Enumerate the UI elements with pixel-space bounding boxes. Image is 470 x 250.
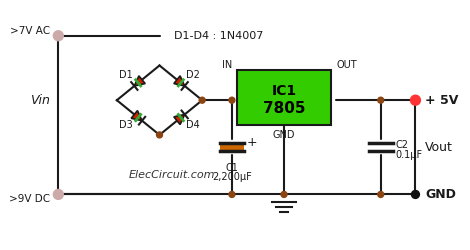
Polygon shape — [134, 76, 145, 86]
Text: Vin: Vin — [31, 94, 50, 107]
Polygon shape — [174, 114, 185, 124]
Text: >9V DC: >9V DC — [9, 194, 50, 204]
Text: IN: IN — [222, 60, 232, 70]
Circle shape — [229, 192, 235, 198]
Circle shape — [199, 97, 205, 103]
Text: 2,200μF: 2,200μF — [212, 172, 252, 182]
Text: ElecCircuit.com: ElecCircuit.com — [129, 170, 216, 179]
Text: + 5V: + 5V — [425, 94, 459, 107]
Circle shape — [54, 190, 63, 200]
Text: OUT: OUT — [336, 60, 357, 70]
Circle shape — [281, 192, 287, 198]
Text: IC1: IC1 — [272, 84, 297, 98]
Text: >7V AC: >7V AC — [10, 26, 50, 36]
Text: D2: D2 — [186, 70, 200, 80]
Text: Vout: Vout — [425, 141, 453, 154]
Circle shape — [229, 97, 235, 103]
Text: 0.1μF: 0.1μF — [396, 150, 423, 160]
Polygon shape — [174, 76, 185, 86]
Circle shape — [54, 31, 63, 41]
Text: D4: D4 — [186, 120, 200, 130]
Bar — [220, 143, 244, 151]
Polygon shape — [131, 110, 142, 121]
Circle shape — [157, 132, 163, 138]
Text: +: + — [247, 136, 258, 149]
Text: C1: C1 — [226, 163, 238, 173]
Text: C2: C2 — [396, 140, 408, 150]
Bar — [237, 70, 331, 125]
Circle shape — [378, 97, 384, 103]
Text: D3: D3 — [119, 120, 133, 130]
Circle shape — [411, 190, 419, 198]
Text: 7805: 7805 — [263, 101, 305, 116]
Text: GND: GND — [273, 130, 295, 140]
Text: GND: GND — [425, 188, 456, 201]
Circle shape — [410, 95, 420, 105]
Text: D1-D4 : 1N4007: D1-D4 : 1N4007 — [174, 31, 264, 41]
Circle shape — [378, 192, 384, 198]
Text: D1: D1 — [119, 70, 133, 80]
